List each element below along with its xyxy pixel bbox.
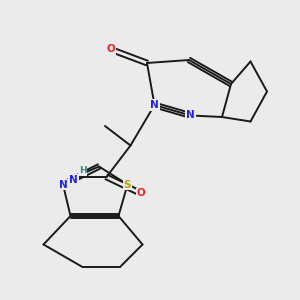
Text: S: S: [124, 179, 131, 190]
Text: H: H: [79, 166, 86, 175]
Text: N: N: [69, 175, 78, 185]
Text: N: N: [150, 100, 159, 110]
Text: N: N: [58, 179, 68, 190]
Text: N: N: [186, 110, 195, 121]
Text: O: O: [106, 44, 116, 55]
Text: O: O: [136, 188, 146, 199]
